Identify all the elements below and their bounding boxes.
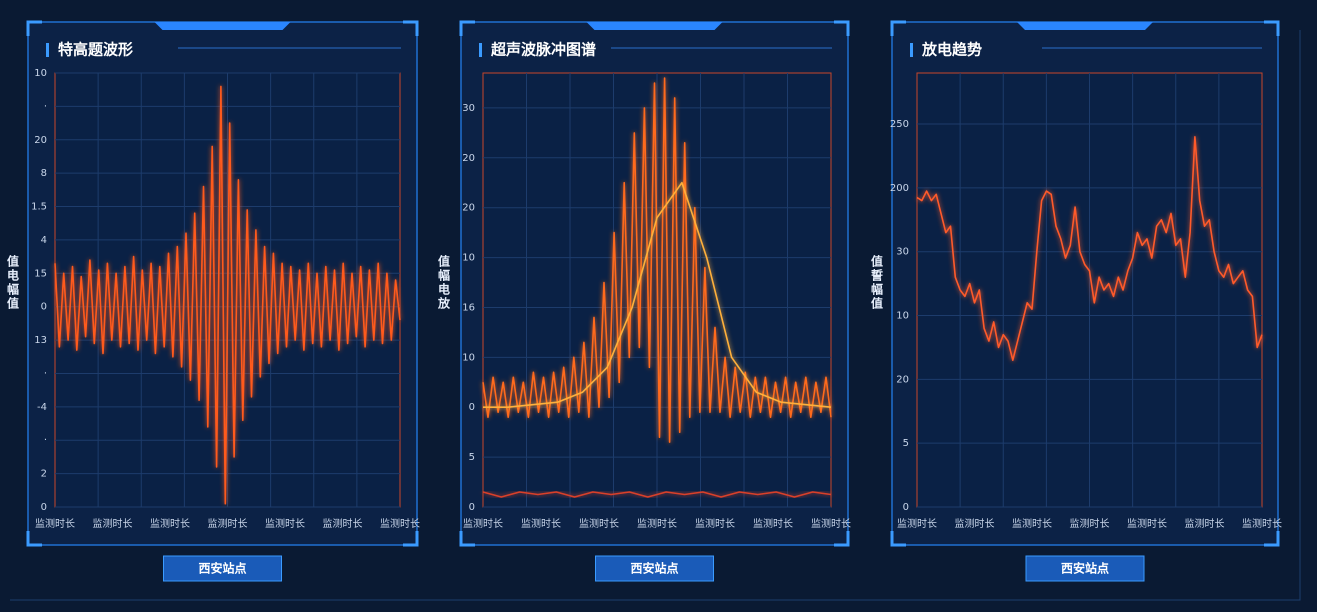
frame-line bbox=[10, 30, 1301, 601]
x-tick-label: 监测时长 bbox=[811, 517, 851, 530]
y-tick-label: · bbox=[44, 368, 47, 379]
station-button-label[interactable]: 西安站点 bbox=[198, 561, 246, 576]
y-axis-label: 值誓幅值 bbox=[870, 254, 884, 311]
y-tick-label: 0 bbox=[469, 502, 475, 513]
y-tick-label: -4 bbox=[37, 402, 47, 413]
y-tick-label: 0 bbox=[469, 402, 475, 413]
x-tick-label: 监测时长 bbox=[265, 517, 305, 530]
y-tick-label: 10 bbox=[462, 352, 475, 363]
x-tick-label: 监测时长 bbox=[1185, 517, 1225, 530]
y-tick-label: 5 bbox=[469, 452, 475, 463]
data-line bbox=[483, 181, 832, 408]
y-tick-label: 0 bbox=[903, 502, 909, 513]
y-tick-label: 1.5 bbox=[31, 202, 47, 213]
y-tick-label: 2 bbox=[41, 469, 47, 480]
y-axis-label: 值电幅值 bbox=[6, 254, 20, 311]
y-tick-label: 8 bbox=[41, 168, 47, 179]
y-tick-label: 30 bbox=[896, 247, 909, 258]
y-tick-label: 20 bbox=[462, 203, 475, 214]
y-tick-label: 20 bbox=[462, 153, 475, 164]
y-tick-label: 0 bbox=[41, 302, 47, 313]
y-tick-label: 13 bbox=[34, 335, 47, 346]
y-tick-label: 10 bbox=[896, 311, 909, 322]
x-tick-label: 监测时长 bbox=[753, 517, 793, 530]
panel-top-tab bbox=[1017, 22, 1153, 30]
y-tick-label: 15 bbox=[34, 268, 47, 279]
y-tick-label: 16 bbox=[462, 302, 475, 313]
station-button[interactable] bbox=[595, 555, 714, 582]
x-tick-label: 监测时长 bbox=[1070, 517, 1110, 530]
x-tick-label: 监测时长 bbox=[208, 517, 248, 530]
x-tick-label: 监测时长 bbox=[897, 517, 937, 530]
x-tick-label: 监测时长 bbox=[93, 517, 133, 530]
y-tick-label: 20 bbox=[34, 135, 47, 146]
y-tick-label: 10 bbox=[462, 253, 475, 264]
panel-title: 超声波脉冲图谱 bbox=[490, 41, 596, 59]
x-tick-label: 监测时长 bbox=[955, 517, 995, 530]
y-tick-label: 0 bbox=[41, 502, 47, 513]
panel-top-tab bbox=[586, 22, 723, 30]
panel-title: 特高题波形 bbox=[58, 41, 133, 59]
x-tick-label: 监测时长 bbox=[695, 517, 735, 530]
x-tick-label: 监测时长 bbox=[1012, 517, 1052, 530]
panel-top-tab bbox=[154, 22, 291, 30]
title-marker bbox=[46, 43, 49, 57]
y-tick-label: 5 bbox=[903, 438, 909, 449]
y-tick-label: · bbox=[44, 101, 47, 112]
x-tick-label: 监测时长 bbox=[35, 517, 75, 530]
x-tick-label: 监测时长 bbox=[637, 517, 677, 530]
station-button-label[interactable]: 西安站点 bbox=[630, 561, 678, 576]
x-tick-label: 监测时长 bbox=[150, 517, 190, 530]
x-tick-label: 监测时长 bbox=[380, 517, 420, 530]
panel-corner bbox=[26, 20, 419, 547]
y-tick-label: 200 bbox=[890, 183, 909, 194]
station-button-label[interactable]: 西安站点 bbox=[1061, 561, 1109, 576]
y-tick-label: · bbox=[44, 435, 47, 446]
station-button[interactable] bbox=[163, 555, 282, 582]
x-tick-label: 监测时长 bbox=[521, 517, 561, 530]
y-tick-label: 4 bbox=[41, 235, 47, 246]
data-line bbox=[482, 491, 832, 498]
title-marker bbox=[910, 43, 913, 57]
y-axis-label: 值幅电放 bbox=[437, 254, 451, 311]
panel-corner bbox=[890, 20, 1280, 547]
x-tick-label: 监测时长 bbox=[579, 517, 619, 530]
y-tick-label: 20 bbox=[896, 374, 909, 385]
station-button[interactable] bbox=[1025, 555, 1145, 582]
x-tick-label: 监测时长 bbox=[463, 517, 503, 530]
panel-corner bbox=[459, 20, 850, 547]
y-tick-label: 10 bbox=[34, 68, 47, 79]
x-tick-label: 监测时长 bbox=[323, 517, 363, 530]
panel-title: 放电趋势 bbox=[921, 41, 982, 59]
y-tick-label: 250 bbox=[890, 119, 909, 130]
data-line bbox=[916, 136, 1263, 361]
x-tick-label: 监测时长 bbox=[1127, 517, 1167, 530]
x-tick-label: 监测时长 bbox=[1242, 517, 1282, 530]
title-marker bbox=[479, 43, 482, 57]
data-line bbox=[54, 85, 401, 505]
y-tick-label: 30 bbox=[462, 103, 475, 114]
